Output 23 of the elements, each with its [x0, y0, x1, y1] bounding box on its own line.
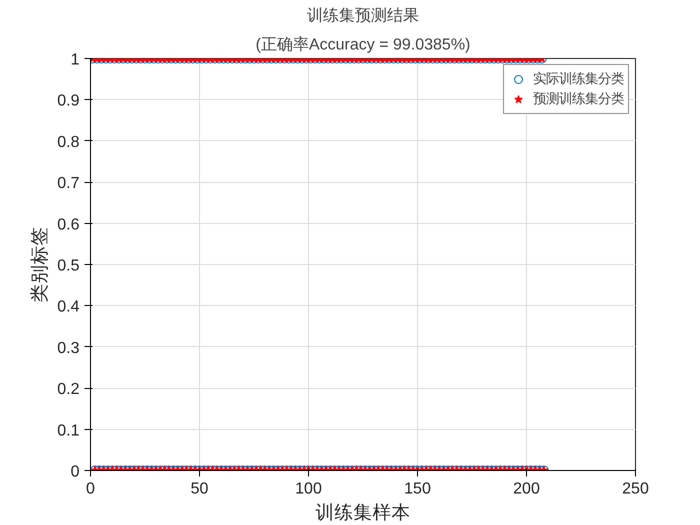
y-tick-label: 1 — [70, 52, 80, 68]
x-tick-label: 100 — [295, 480, 322, 498]
x-tick-label: 150 — [404, 480, 431, 498]
y-tick-label: 0.5 — [57, 258, 80, 274]
legend-label: 预测训练集分类 — [533, 90, 624, 108]
y-tick-label: 0.1 — [57, 422, 80, 440]
y-tick-label: 0.9 — [57, 92, 80, 110]
x-tick-label: 0 — [86, 480, 96, 498]
y-axis-title: 类别标签 — [28, 226, 50, 302]
y-tick-label: 0.7 — [57, 175, 80, 192]
y-tick-label: 0.6 — [57, 216, 80, 234]
x-tick-label: 200 — [513, 480, 540, 498]
x-tick-label: 250 — [622, 480, 649, 498]
y-tick-label: 0.2 — [57, 381, 80, 398]
x-tick-label: 50 — [190, 480, 208, 498]
legend-label: 实际训练集分类 — [533, 70, 624, 88]
chart-subtitle: (正确率Accuracy = 99.0385%) — [256, 36, 470, 54]
chart-title: 训练集预测结果 — [307, 6, 419, 24]
y-tick-label: 0.8 — [57, 134, 80, 151]
y-tick-label: 0.4 — [57, 298, 80, 316]
y-tick-label: 0 — [70, 464, 80, 480]
x-axis-title: 训练集样本 — [316, 502, 410, 522]
y-tick-label: 0.3 — [57, 340, 80, 357]
